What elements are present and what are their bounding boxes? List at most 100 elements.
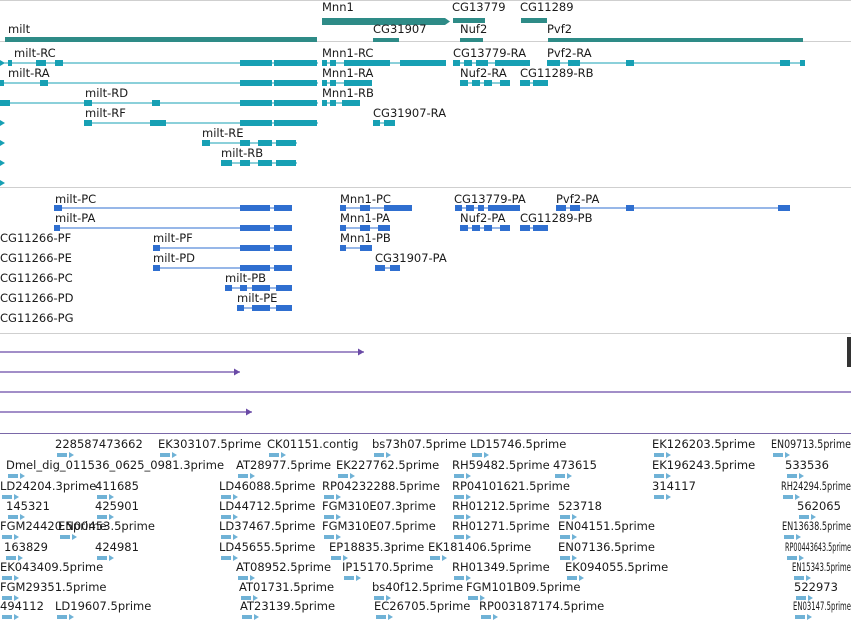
est-glyph[interactable] <box>468 596 478 600</box>
est-glyph[interactable] <box>454 474 464 478</box>
exon-block[interactable] <box>322 80 327 86</box>
exon-block[interactable] <box>472 225 480 231</box>
feature-label[interactable]: EK126203.5prime <box>652 437 755 451</box>
exon-block[interactable] <box>342 100 360 106</box>
est-glyph[interactable] <box>555 474 565 478</box>
exon-block[interactable] <box>240 265 247 271</box>
feature-label[interactable]: CG11266-PF <box>0 231 71 245</box>
est-glyph[interactable] <box>221 515 231 519</box>
feature-label[interactable]: EK227762.5prime <box>336 458 439 472</box>
feature-label[interactable]: AT23139.5prime <box>240 599 335 613</box>
feature-label[interactable]: LD44712.5prime <box>219 499 315 513</box>
exon-block[interactable] <box>274 100 317 106</box>
exon-block[interactable] <box>360 205 370 211</box>
exon-block[interactable] <box>202 140 210 146</box>
exon-block[interactable] <box>500 225 510 231</box>
feature-label[interactable]: FGM310E07.5prime <box>322 519 436 533</box>
feature-label[interactable]: milt-PE <box>237 291 277 305</box>
feature-label[interactable]: EN04151.5prime <box>558 519 655 533</box>
gene-bar[interactable] <box>521 18 547 23</box>
est-glyph[interactable] <box>799 515 809 519</box>
exon-block[interactable] <box>152 100 160 106</box>
feature-label[interactable]: RH59482.5prime <box>452 458 550 472</box>
est-glyph[interactable] <box>97 515 107 519</box>
exon-block[interactable] <box>375 265 385 271</box>
feature-label[interactable]: RP04101621.5prime <box>452 479 570 493</box>
exon-block[interactable] <box>330 80 336 86</box>
exon-block[interactable] <box>274 205 292 211</box>
exon-block[interactable] <box>360 245 372 251</box>
feature-label[interactable]: CG31907 <box>373 22 427 36</box>
est-glyph[interactable] <box>783 495 793 499</box>
feature-label[interactable]: EK043409.5prime <box>0 560 103 574</box>
exon-block[interactable] <box>455 205 462 211</box>
est-glyph[interactable] <box>795 615 805 619</box>
exon-block[interactable] <box>340 205 346 211</box>
est-glyph[interactable] <box>2 495 12 499</box>
feature-label[interactable]: milt-PA <box>55 211 95 225</box>
feature-label[interactable]: FGM310E07.3prime <box>322 499 436 513</box>
est-glyph[interactable] <box>773 453 783 457</box>
feature-label[interactable]: CG13779 <box>452 0 506 14</box>
est-glyph[interactable] <box>8 474 18 478</box>
exon-block[interactable] <box>153 245 160 251</box>
exon-block[interactable] <box>247 205 270 211</box>
est-glyph[interactable] <box>57 453 67 457</box>
est-glyph[interactable] <box>57 615 67 619</box>
exon-block[interactable] <box>520 80 530 86</box>
feature-label[interactable]: milt-PF <box>153 231 193 245</box>
feature-label[interactable]: Mnn1-RA <box>322 66 373 80</box>
exon-block[interactable] <box>780 60 790 66</box>
feature-label[interactable]: CG11289-RB <box>520 66 594 80</box>
feature-label[interactable]: Pvf2-PA <box>556 192 599 206</box>
exon-block[interactable] <box>153 265 160 271</box>
est-glyph[interactable] <box>560 515 570 519</box>
est-glyph[interactable] <box>430 556 440 560</box>
feature-label[interactable]: 562065 <box>797 499 841 513</box>
feature-label[interactable]: IP15170.5prime <box>342 560 433 574</box>
feature-label[interactable]: CG11266-PG <box>0 311 74 325</box>
exon-block[interactable] <box>800 60 805 66</box>
exon-block[interactable] <box>276 160 296 166</box>
feature-label[interactable]: EK094055.5prime <box>565 560 668 574</box>
exon-block[interactable] <box>221 160 232 166</box>
exon-block[interactable] <box>240 140 250 146</box>
feature-label[interactable]: RP04232288.5prime <box>322 479 440 493</box>
exon-block[interactable] <box>400 60 446 66</box>
feature-label[interactable]: milt-RC <box>14 46 56 60</box>
feature-label[interactable]: EN09713.5prime <box>771 437 851 451</box>
feature-label[interactable]: FGM24420.5prime <box>0 519 107 533</box>
exon-block[interactable] <box>252 305 270 311</box>
est-glyph[interactable] <box>324 535 334 539</box>
exon-block[interactable] <box>274 225 292 231</box>
feature-label[interactable]: Mnn1 <box>322 0 354 14</box>
est-glyph[interactable] <box>374 453 384 457</box>
feature-label[interactable]: 425901 <box>95 499 139 513</box>
exon-block[interactable] <box>54 225 60 231</box>
feature-label[interactable]: EC26705.5prime <box>374 599 470 613</box>
exon-block[interactable] <box>330 60 336 66</box>
feature-label[interactable]: RH24294.5prime <box>781 479 851 493</box>
exon-block[interactable] <box>247 245 270 251</box>
feature-label[interactable]: 163829 <box>4 540 48 554</box>
exon-block[interactable] <box>54 205 62 211</box>
gene-bar[interactable] <box>453 18 485 23</box>
exon-block[interactable] <box>453 60 460 66</box>
feature-label[interactable]: Mnn1-PB <box>340 231 391 245</box>
exon-block[interactable] <box>225 285 232 291</box>
feature-label[interactable]: EN00453.5prime <box>58 519 155 533</box>
feature-label[interactable]: FGM101B09.5prime <box>466 580 580 594</box>
feature-label[interactable]: EP18835.3prime <box>329 540 424 554</box>
exon-block[interactable] <box>55 60 63 66</box>
est-glyph[interactable] <box>567 576 577 580</box>
exon-block[interactable] <box>360 225 370 231</box>
est-glyph[interactable] <box>560 556 570 560</box>
est-glyph[interactable] <box>560 535 570 539</box>
exon-block[interactable] <box>626 205 634 211</box>
feature-label[interactable]: LD45655.5prime <box>219 540 315 554</box>
feature-label[interactable]: Mnn1-PA <box>340 211 390 225</box>
feature-label[interactable]: Dmel_dig_011536_0625_0981.3prime <box>6 458 224 472</box>
exon-block[interactable] <box>322 100 327 106</box>
est-glyph[interactable] <box>454 576 464 580</box>
